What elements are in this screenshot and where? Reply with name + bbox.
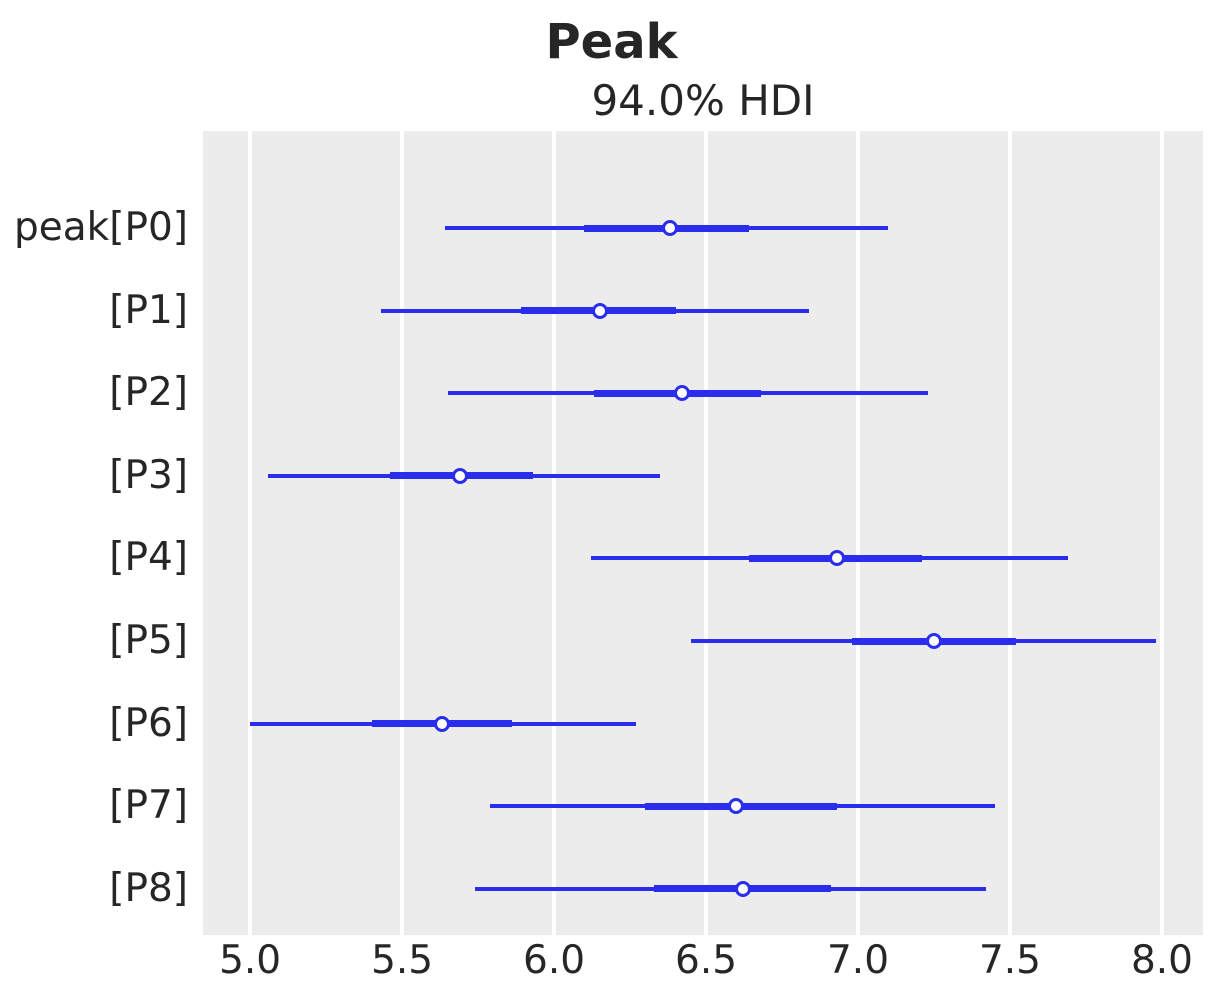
gridline-x-5.0	[248, 131, 253, 935]
gridline-x-7.0	[856, 131, 860, 935]
y-label-4: [P4]	[109, 535, 188, 581]
y-label-0: peak[P0]	[14, 205, 188, 250]
y-label-2: [P2]	[109, 370, 188, 416]
gridline-x-7.5	[1007, 131, 1012, 935]
y-label-6: [P6]	[109, 700, 188, 746]
x-tick-label-5.0: 5.0	[219, 938, 282, 983]
figure-title: Peak	[545, 14, 678, 70]
y-label-7: [P7]	[109, 783, 188, 829]
gridline-x-6.0	[552, 131, 557, 935]
median-dot-8	[734, 880, 751, 897]
x-tick-label-6.0: 6.0	[523, 938, 586, 983]
median-dot-4	[828, 550, 845, 567]
median-dot-6	[433, 715, 450, 732]
gridline-x-5.5	[400, 131, 405, 935]
median-dot-1	[591, 302, 608, 319]
x-tick-label-8.0: 8.0	[1130, 938, 1193, 983]
y-label-1: [P1]	[109, 287, 188, 333]
axes-hdi-title: 94.0% HDI	[591, 76, 815, 125]
gridline-x-6.5	[704, 131, 709, 935]
x-tick-label-6.5: 6.5	[675, 938, 738, 983]
gridline-x-8.0	[1159, 131, 1164, 935]
median-dot-3	[451, 467, 468, 484]
median-dot-7	[728, 798, 745, 815]
median-dot-5	[926, 633, 942, 649]
x-tick-label-7.5: 7.5	[978, 938, 1041, 983]
x-tick-label-7.0: 7.0	[826, 938, 890, 983]
plot-area	[203, 131, 1203, 935]
x-tick-label-5.5: 5.5	[371, 938, 434, 983]
y-label-5: [P5]	[109, 618, 188, 663]
y-label-8: [P8]	[109, 865, 188, 911]
y-label-3: [P3]	[109, 452, 188, 498]
median-dot-2	[673, 385, 690, 402]
median-dot-0	[661, 220, 678, 236]
